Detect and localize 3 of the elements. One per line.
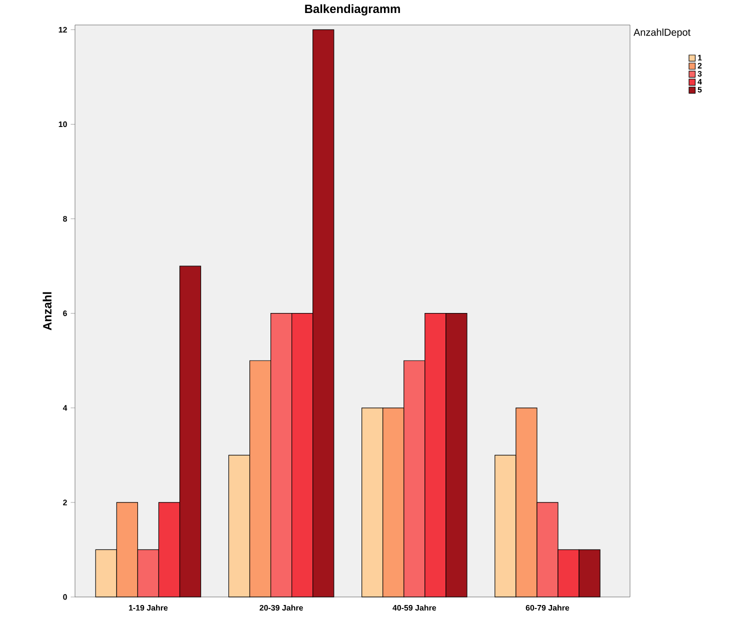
legend-title: AnzahlDepot	[634, 28, 690, 38]
chart-title: Balkendiagramm	[305, 4, 400, 16]
y-axis-title: Anzahl	[42, 292, 52, 330]
